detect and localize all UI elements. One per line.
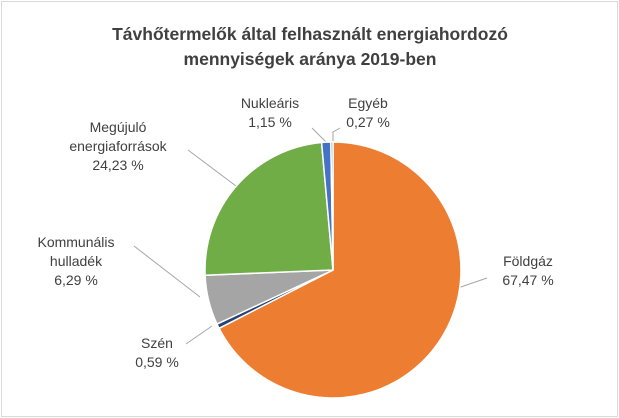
- leader-line: [185, 325, 213, 345]
- slice-value-label: 6,29 %: [54, 272, 98, 288]
- slice-label: Kommunális hulladék: [37, 234, 115, 269]
- slice-label: Szén: [141, 335, 173, 351]
- slice-label: Nukleáris: [240, 95, 300, 111]
- pie-slice: [330, 141, 334, 271]
- slice-value-label: 0,59 %: [135, 354, 179, 370]
- pie-slice: [204, 141, 334, 277]
- leader-line: [311, 127, 327, 143]
- pie-slice: [218, 141, 462, 399]
- leader-line: [332, 127, 341, 142]
- slice-value-label: 0,27 %: [346, 114, 390, 130]
- slice-value-label: 24,23 %: [92, 157, 144, 173]
- slice-value-label: 67,47 %: [502, 272, 554, 288]
- leader-line: [133, 245, 201, 298]
- slice-label: Megújuló energiaforrások: [69, 119, 167, 154]
- leader-line: [187, 149, 237, 187]
- slice-label: Egyéb: [348, 95, 388, 111]
- leader-lines: [133, 127, 488, 345]
- slice-label: Földgáz: [503, 253, 553, 269]
- chart-title: Távhőtermelők által felhasznált energiah…: [112, 24, 508, 69]
- slice-value-label: 1,15 %: [248, 114, 292, 130]
